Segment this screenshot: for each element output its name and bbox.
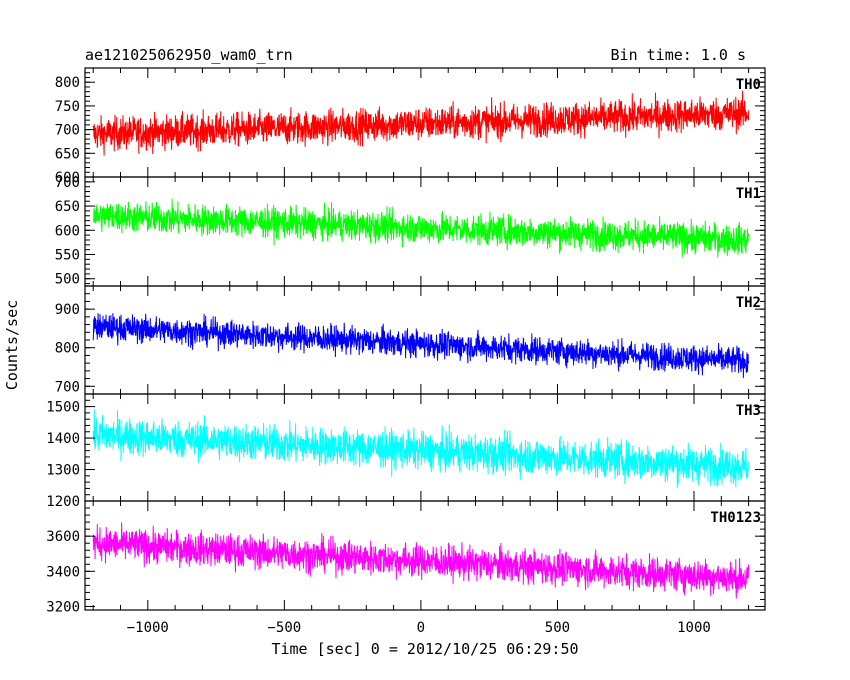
x-tick-label: 500 [545,620,570,636]
y-tick-label: 3200 [46,599,80,615]
y-tick-label: 600 [55,170,80,186]
y-tick-label: 800 [55,75,80,91]
panel-label-th2: TH2 [736,295,761,311]
bin-time-label: Bin time: 1.0 s [611,46,746,64]
y-tick-label: 700 [55,379,80,395]
y-tick-label: 1400 [46,431,80,447]
y-axis-label: Counts/sec [3,300,21,390]
panel-th1: 500 550 600 650 700 TH1 [55,175,766,288]
series-line-th2 [92,313,750,378]
panels-group: 600 650 700 750 800 TH0 500 550 600 650 700 TH1 700 8… [46,67,766,615]
y-tick-label: 1200 [46,494,80,510]
y-tick-label: 650 [55,146,80,162]
series-line-th0123 [92,522,750,599]
y-tick-label: 750 [55,99,80,115]
panel-frame [84,500,766,611]
y-tick-label: 3400 [46,564,80,580]
y-tick-label: 700 [55,175,80,191]
x-tick-label: 0 [417,620,425,636]
series-line-th1 [92,198,750,258]
panel-label-th0: TH0 [736,77,761,93]
x-axis-label: Time [sec] 0 = 2012/10/25 06:29:50 [271,640,578,658]
y-tick-label: 650 [55,199,80,215]
chart-title: ae121025062950_wam0_trn [85,46,293,64]
panel-th0: 600 650 700 750 800 TH0 [55,67,766,186]
x-tick-label: 1000 [677,620,711,636]
panel-th2: 700 800 900 TH2 [55,285,766,395]
y-tick-label: 500 [55,272,80,288]
panel-label-th0123: TH0123 [710,510,761,526]
x-axis: −1000 −500 0 500 1000 [127,620,711,636]
panel-frame [84,285,766,395]
y-tick-label: 550 [55,248,80,264]
y-tick-label: 900 [55,302,80,318]
x-tick-label: −1000 [127,620,169,636]
panel-th3: 1200 1300 1400 1500 TH3 [46,393,766,510]
y-tick-label: 600 [55,223,80,239]
series-line-th0 [92,90,750,156]
y-tick-label: 800 [55,341,80,357]
panel-label-th3: TH3 [736,403,761,419]
panel-th0123: 3200 3400 3600 TH0123 [46,500,766,615]
y-tick-label: 700 [55,123,80,139]
y-tick-label: 1500 [46,400,80,416]
y-tick-label: 3600 [46,529,80,545]
y-tick-label: 1300 [46,463,80,479]
series-line-th3 [92,409,749,489]
panel-label-th1: TH1 [736,186,761,202]
x-tick-label: −500 [267,620,301,636]
